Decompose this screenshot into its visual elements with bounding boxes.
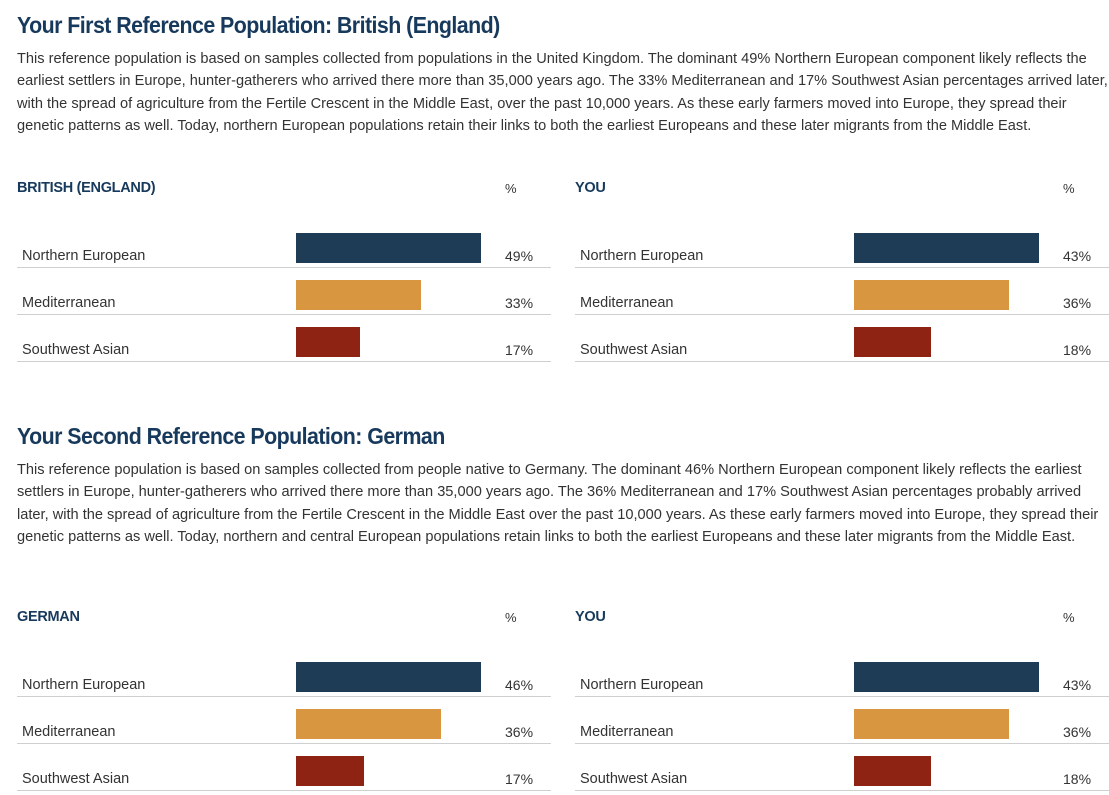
chart-header: GERMAN% bbox=[17, 607, 551, 650]
bar-southwest-asian bbox=[296, 756, 365, 786]
bar-northern-european bbox=[296, 233, 481, 263]
row-value: 36% bbox=[1063, 724, 1092, 740]
row-label: Northern European bbox=[580, 677, 704, 693]
bar-northern-european bbox=[854, 662, 1039, 692]
section-title: Your Second Reference Population: German bbox=[17, 423, 445, 449]
chart-row: Mediterranean 36% bbox=[17, 697, 551, 744]
population-bar-chart: YOU% Northern European 43% Mediterranean 36%… bbox=[575, 178, 1109, 362]
reference-population-section: Your Second Reference Population: German… bbox=[17, 423, 1109, 548]
row-label: Mediterranean bbox=[580, 295, 674, 311]
row-label: Southwest Asian bbox=[22, 342, 130, 358]
bar-northern-european bbox=[296, 662, 481, 692]
row-value: 49% bbox=[505, 248, 534, 264]
row-value: 17% bbox=[505, 771, 534, 787]
row-value: 46% bbox=[505, 677, 534, 693]
reference-population-section: Your First Reference Population: British… bbox=[17, 12, 1109, 137]
chart-title: YOU bbox=[575, 609, 606, 625]
row-value: 33% bbox=[505, 295, 534, 311]
chart-row: Northern European 46% bbox=[17, 650, 551, 697]
row-label: Southwest Asian bbox=[22, 771, 130, 787]
population-bar-chart: GERMAN% Northern European 46% Mediterranean… bbox=[17, 607, 551, 791]
row-label: Mediterranean bbox=[580, 724, 674, 740]
row-label: Northern European bbox=[22, 248, 146, 264]
chart-title: BRITISH (ENGLAND) bbox=[17, 180, 156, 196]
row-value: 36% bbox=[505, 724, 534, 740]
chart-row: Northern European 49% bbox=[17, 221, 551, 268]
row-label: Northern European bbox=[580, 248, 704, 264]
percent-header: % bbox=[1063, 181, 1075, 196]
bar-mediterranean bbox=[296, 709, 441, 739]
bar-southwest-asian bbox=[854, 327, 932, 357]
percent-header: % bbox=[505, 181, 517, 196]
chart-row: Mediterranean 36% bbox=[575, 268, 1109, 315]
row-label: Mediterranean bbox=[22, 724, 116, 740]
row-value: 43% bbox=[1063, 677, 1092, 693]
row-value: 18% bbox=[1063, 342, 1092, 358]
row-label: Southwest Asian bbox=[580, 342, 688, 358]
row-label: Southwest Asian bbox=[580, 771, 688, 787]
section-title: Your First Reference Population: British… bbox=[17, 12, 500, 38]
chart-title: YOU bbox=[575, 180, 606, 196]
chart-header: YOU% bbox=[575, 607, 1109, 650]
chart-row: Southwest Asian 18% bbox=[575, 315, 1109, 362]
percent-header: % bbox=[505, 610, 517, 625]
chart-row: Northern European 43% bbox=[575, 650, 1109, 697]
bar-southwest-asian bbox=[854, 756, 932, 786]
row-label: Mediterranean bbox=[22, 295, 116, 311]
row-value: 43% bbox=[1063, 248, 1092, 264]
chart-header: BRITISH (ENGLAND)% bbox=[17, 178, 551, 221]
row-value: 36% bbox=[1063, 295, 1092, 311]
population-bar-chart: BRITISH (ENGLAND)% Northern European 49% Me… bbox=[17, 178, 551, 362]
population-bar-chart: YOU% Northern European 43% Mediterranean 36%… bbox=[575, 607, 1109, 791]
row-label: Northern European bbox=[22, 677, 146, 693]
bar-southwest-asian bbox=[296, 327, 361, 357]
percent-header: % bbox=[1063, 610, 1075, 625]
chart-row: Southwest Asian 18% bbox=[575, 744, 1109, 791]
chart-title: GERMAN bbox=[17, 609, 80, 625]
chart-row: Mediterranean 33% bbox=[17, 268, 551, 315]
bar-northern-european bbox=[854, 233, 1039, 263]
bar-mediterranean bbox=[854, 709, 1009, 739]
row-value: 18% bbox=[1063, 771, 1092, 787]
chart-row: Southwest Asian 17% bbox=[17, 744, 551, 791]
bar-mediterranean bbox=[296, 280, 421, 310]
bar-mediterranean bbox=[854, 280, 1009, 310]
chart-header: YOU% bbox=[575, 178, 1109, 221]
chart-row: Northern European 43% bbox=[575, 221, 1109, 268]
chart-row: Southwest Asian 17% bbox=[17, 315, 551, 362]
chart-row: Mediterranean 36% bbox=[575, 697, 1109, 744]
section-description: This reference population is based on sa… bbox=[17, 51, 1108, 134]
row-value: 17% bbox=[505, 342, 534, 358]
section-description: This reference population is based on sa… bbox=[17, 462, 1099, 545]
